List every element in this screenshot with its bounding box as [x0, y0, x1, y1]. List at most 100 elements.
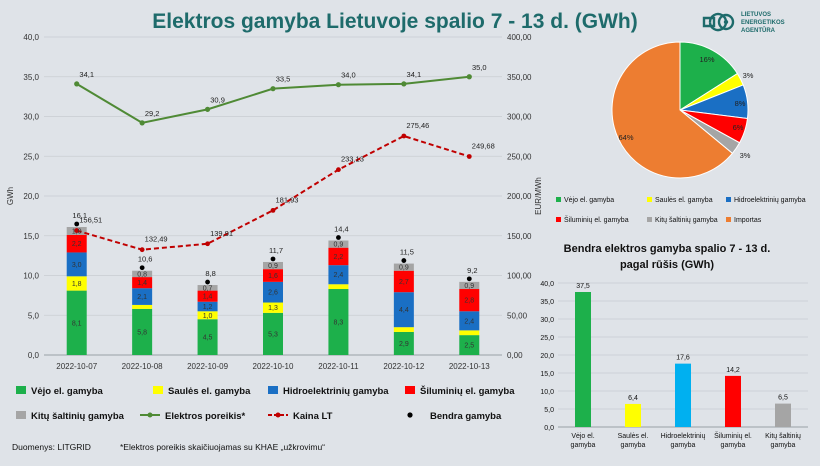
y-tick-label: 35,0	[23, 73, 39, 82]
y2-tick-label: 200,00	[507, 192, 532, 201]
demand-label: 30,9	[210, 95, 225, 104]
y-tick-label: 30,0	[23, 113, 39, 122]
demand-point	[204, 106, 211, 112]
totals-y-tick-label: 30,0	[540, 317, 554, 324]
main-lines	[74, 74, 472, 253]
price-point	[401, 133, 407, 139]
bar-segment-thermal	[328, 247, 349, 266]
segment-label: 4,4	[399, 307, 409, 314]
bar-segment-other	[197, 285, 218, 291]
price-label: 132,49	[145, 235, 168, 244]
totals-category-label: Kitų šaltinių	[765, 433, 801, 440]
y-tick-label: 0,0	[28, 351, 40, 360]
y-axis-label: GWh	[6, 187, 15, 205]
total-label: 16,1	[72, 211, 87, 220]
demand-point	[466, 74, 472, 80]
segment-label: 1,0	[203, 313, 213, 320]
price-line	[76, 134, 470, 251]
totals-category-label: Šiluminių el.	[714, 431, 752, 440]
total-label: 11,7	[269, 246, 283, 255]
bar-segment-other	[328, 240, 349, 248]
bar-segment-hydro	[328, 265, 349, 285]
y2-axis-label: EUR/MWh	[534, 177, 543, 215]
legend-marker-total	[407, 412, 413, 418]
legend-marker-demand	[147, 412, 153, 418]
segment-label: 1,4	[137, 280, 147, 287]
x-tick-label: 2022-10-13	[449, 362, 490, 371]
legend-swatch-thermal	[405, 386, 415, 394]
totals-y-tick-label: 15,0	[540, 371, 554, 378]
pie-label-thermal: 6%	[733, 123, 744, 132]
demand-point	[139, 120, 145, 126]
bar-segment-other	[459, 281, 480, 290]
total-marker	[401, 258, 407, 263]
legend-label-thermal: Šiluminių el. gamyba	[420, 385, 515, 397]
bar-segment-solar	[328, 284, 349, 290]
segment-label: 0,9	[464, 283, 474, 290]
pie-legend-label-wind: Vėjo el. gamyba	[564, 197, 614, 204]
demand-footnote: *Elektros poreikis skaičiuojamas su KHAE…	[120, 442, 325, 452]
pie-label-hydro: 8%	[735, 99, 746, 108]
bar-segment-hydro	[459, 311, 480, 331]
total-marker	[270, 256, 276, 262]
logo: LIETUVOS ENERGETIKOS AGENTŪRA	[702, 12, 785, 34]
totals-category-label: Saulės el.	[618, 433, 649, 440]
y2-tick-label: 100,00	[507, 272, 532, 281]
bar-segment-wind	[66, 290, 87, 355]
price-label: 139,91	[210, 229, 233, 238]
price-point	[336, 167, 341, 173]
totals-y-tick-label: 5,0	[544, 407, 554, 414]
totals-y-tick-label: 0,0	[544, 425, 554, 432]
segment-label: 8,3	[334, 320, 344, 327]
main-legend: Vėjo el. gamyba Saulės el. gamyba Hidroele…	[16, 385, 515, 422]
pie-legend: Vėjo el. gamyba Saulės el. gamyba Hidroele…	[556, 197, 806, 224]
bar-segment-wind	[263, 312, 283, 355]
bar-segment-wind	[393, 331, 414, 355]
main-axes: 0,0 5,0 10,0 15,0 20,0 25,0 30,0 35,0 40,0 0,00 50…	[6, 33, 543, 371]
pie-legend-label-import: Importas	[734, 217, 762, 224]
totals-y-tick-label: 40,0	[540, 281, 554, 288]
total-label: 10,6	[138, 255, 153, 264]
segment-label: 1,2	[203, 304, 213, 311]
bar-segment-solar	[197, 311, 218, 320]
legend-label-hydro: Hidroelektrinių gamyba	[283, 386, 389, 397]
y-tick-label: 15,0	[23, 232, 39, 241]
logo-line-2: ENERGETIKOS	[741, 20, 785, 26]
segment-label: 2,9	[399, 341, 409, 348]
pie-legend-swatch-wind	[556, 197, 561, 202]
x-tick-label: 2022-10-09	[187, 362, 228, 371]
y-tick-label: 25,0	[23, 152, 39, 161]
segment-label: 1,4	[203, 294, 213, 301]
segment-label: 2,6	[268, 290, 278, 297]
bar-segment-hydro	[393, 292, 414, 328]
segment-label: 2,1	[137, 294, 147, 301]
price-label: 233,13	[341, 155, 364, 164]
pie-legend-label-thermal: Šiluminių el. gamyba	[564, 215, 629, 224]
total-marker	[139, 265, 145, 271]
totals-bar-label: 17,6	[676, 355, 690, 362]
demand-label: 34,1	[407, 70, 422, 79]
price-point	[205, 241, 210, 247]
totals-bar-label: 6,4	[628, 395, 638, 402]
totals-bar	[575, 292, 591, 427]
bar-segment-solar	[132, 304, 153, 309]
segment-label: 2,2	[72, 241, 82, 248]
legend-swatch-wind	[16, 386, 26, 394]
totals-y-tick-label: 35,0	[540, 299, 554, 306]
x-tick-label: 2022-10-11	[318, 362, 359, 371]
totals-category-label: gamyba	[671, 442, 696, 449]
segment-label: 0,8	[137, 271, 147, 278]
demand-point	[401, 81, 407, 87]
y-tick-label: 40,0	[23, 33, 39, 42]
main-bars	[66, 227, 480, 355]
y-tick-label: 20,0	[23, 192, 39, 201]
totals-bar	[625, 403, 641, 427]
y2-tick-label: 350,00	[507, 73, 532, 82]
bar-segment-wind	[132, 308, 153, 355]
segment-label: 2,5	[464, 343, 474, 350]
pie-legend-swatch-other	[647, 217, 652, 222]
pie-legend-label-solar: Saulės el. gamyba	[655, 197, 713, 204]
bar-segment-hydro	[66, 252, 87, 277]
totals-category-label: gamyba	[721, 442, 746, 449]
y2-tick-label: 250,00	[507, 152, 532, 161]
